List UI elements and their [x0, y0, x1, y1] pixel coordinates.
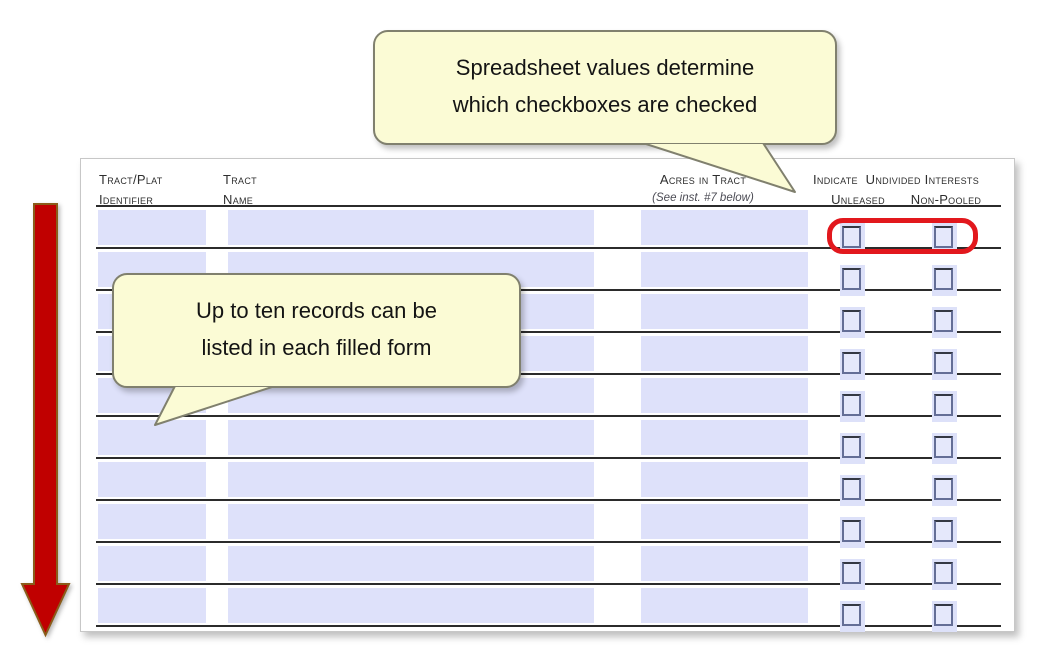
- checkbox-square: [934, 436, 953, 458]
- tract-plat-identifier-field[interactable]: [98, 504, 206, 539]
- unleased-checkbox[interactable]: [840, 517, 865, 548]
- non-pooled-checkbox[interactable]: [932, 223, 957, 254]
- table-row: [81, 459, 1014, 506]
- unleased-checkbox[interactable]: [840, 433, 865, 464]
- callout-top-line2: which checkboxes are checked: [452, 92, 758, 117]
- row-divider: [96, 541, 1001, 543]
- callout-top-line1: Spreadsheet values determine: [455, 55, 755, 80]
- row-divider: [96, 457, 1001, 459]
- tract-plat-identifier-field[interactable]: [98, 420, 206, 455]
- non-pooled-checkbox[interactable]: [932, 391, 957, 422]
- unleased-checkbox[interactable]: [840, 307, 865, 338]
- acres-in-tract-field[interactable]: [641, 378, 808, 413]
- non-pooled-checkbox[interactable]: [932, 265, 957, 296]
- callout-ten-records: Up to ten records can be listed in each …: [112, 273, 521, 388]
- non-pooled-checkbox[interactable]: [932, 475, 957, 506]
- checkbox-square: [934, 562, 953, 584]
- table-row: [81, 207, 1014, 254]
- tract-name-field[interactable]: [228, 210, 594, 245]
- acres-in-tract-field[interactable]: [641, 546, 808, 581]
- header-unleased: Unleased: [831, 192, 885, 207]
- row-divider: [96, 625, 1001, 627]
- checkbox-square: [842, 352, 861, 374]
- checkbox-square: [842, 436, 861, 458]
- acres-in-tract-field[interactable]: [641, 294, 808, 329]
- acres-in-tract-field[interactable]: [641, 420, 808, 455]
- row-divider: [96, 499, 1001, 501]
- unleased-checkbox[interactable]: [840, 559, 865, 590]
- header-indicate-undivided-interests: Indicate Undivided Interests: [813, 172, 979, 187]
- non-pooled-checkbox[interactable]: [932, 307, 957, 338]
- acres-in-tract-field[interactable]: [641, 588, 808, 623]
- row-divider: [96, 247, 1001, 249]
- tract-plat-identifier-field[interactable]: [98, 546, 206, 581]
- acres-in-tract-field[interactable]: [641, 462, 808, 497]
- tract-name-field[interactable]: [228, 588, 594, 623]
- checkbox-square: [842, 604, 861, 626]
- non-pooled-checkbox[interactable]: [932, 433, 957, 464]
- checkbox-square: [934, 478, 953, 500]
- header-acres-note: (See inst. #7 below): [652, 192, 754, 204]
- header-rule: [96, 205, 1001, 207]
- tract-plat-identifier-field[interactable]: [98, 588, 206, 623]
- checkbox-square: [842, 520, 861, 542]
- checkbox-square: [842, 562, 861, 584]
- down-arrow-icon: [20, 203, 71, 638]
- header-tract-plat: Tract/Plat: [99, 172, 163, 187]
- tract-name-field[interactable]: [228, 420, 594, 455]
- checkbox-square: [934, 268, 953, 290]
- table-row: [81, 501, 1014, 548]
- row-divider: [96, 289, 1001, 291]
- callout-left-line1: Up to ten records can be: [196, 298, 437, 323]
- tract-plat-identifier-field[interactable]: [98, 210, 206, 245]
- checkbox-square: [934, 604, 953, 626]
- checkbox-square: [842, 268, 861, 290]
- checkbox-square: [934, 352, 953, 374]
- checkbox-square: [934, 520, 953, 542]
- table-row: [81, 543, 1014, 590]
- callout-left-line2: listed in each filled form: [201, 335, 432, 360]
- acres-in-tract-field[interactable]: [641, 336, 808, 371]
- unleased-checkbox[interactable]: [840, 391, 865, 422]
- unleased-checkbox[interactable]: [840, 475, 865, 506]
- tract-name-field[interactable]: [228, 462, 594, 497]
- checkbox-highlight-box: [827, 218, 978, 254]
- checkbox-square: [842, 394, 861, 416]
- non-pooled-checkbox[interactable]: [932, 517, 957, 548]
- checkbox-square: [934, 394, 953, 416]
- table-row: [81, 585, 1014, 632]
- callout-spreadsheet-values: Spreadsheet values determine which check…: [373, 30, 837, 145]
- checkbox-square: [842, 226, 861, 248]
- non-pooled-checkbox[interactable]: [932, 601, 957, 632]
- non-pooled-checkbox[interactable]: [932, 349, 957, 380]
- acres-in-tract-field[interactable]: [641, 504, 808, 539]
- header-tract: Tract: [223, 172, 257, 187]
- checkbox-square: [934, 226, 953, 248]
- unleased-checkbox[interactable]: [840, 349, 865, 380]
- unleased-checkbox[interactable]: [840, 601, 865, 632]
- header-non-pooled: Non-Pooled: [910, 192, 982, 207]
- acres-in-tract-field[interactable]: [641, 252, 808, 287]
- table-row: [81, 417, 1014, 464]
- row-divider: [96, 583, 1001, 585]
- checkbox-square: [842, 478, 861, 500]
- tract-plat-identifier-field[interactable]: [98, 462, 206, 497]
- unleased-checkbox[interactable]: [840, 223, 865, 254]
- tract-name-field[interactable]: [228, 504, 594, 539]
- row-divider: [96, 415, 1001, 417]
- row-divider: [96, 331, 1001, 333]
- unleased-checkbox[interactable]: [840, 265, 865, 296]
- non-pooled-checkbox[interactable]: [932, 559, 957, 590]
- checkbox-square: [934, 310, 953, 332]
- tract-name-field[interactable]: [228, 546, 594, 581]
- header-name: Name: [223, 192, 254, 207]
- header-identifier: Identifier: [99, 192, 154, 207]
- row-divider: [96, 373, 1001, 375]
- checkbox-square: [842, 310, 861, 332]
- acres-in-tract-field[interactable]: [641, 210, 808, 245]
